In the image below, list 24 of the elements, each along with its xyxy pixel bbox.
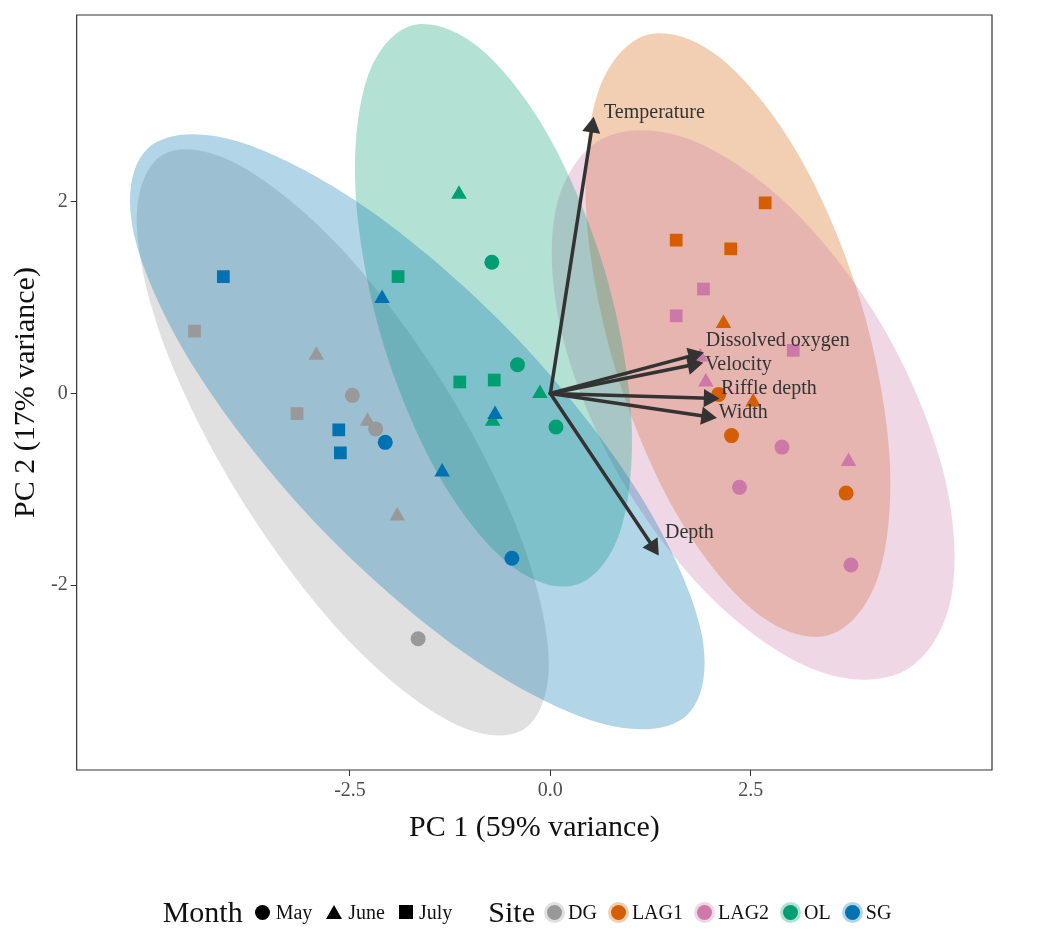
series-label: Temperature xyxy=(604,100,705,124)
y-tick-label: 0 xyxy=(57,380,68,403)
y-tick-label: 2 xyxy=(57,189,68,212)
x-tick-label: 0.0 xyxy=(537,778,563,801)
legend-label: LAG1 xyxy=(631,900,683,924)
series-label: Dissolved oxygen xyxy=(705,328,850,352)
series-label: Riffle depth xyxy=(721,376,817,400)
series-label: Width xyxy=(718,400,768,423)
text: Month xyxy=(162,895,243,929)
legend-label: DG xyxy=(568,900,597,924)
text: May xyxy=(275,900,313,924)
series-label: Depth xyxy=(664,520,714,544)
legend-label: LAG2 xyxy=(718,900,770,924)
x-axis-title: PC 1 (59% variance) xyxy=(408,808,660,843)
x-tick-label: 2.5 xyxy=(738,778,764,801)
legend-label: OL xyxy=(804,900,831,924)
y-axis-title: PC 2 (17% variance) xyxy=(6,267,41,518)
legend-label: SG xyxy=(865,900,892,924)
x-tick-label: -2.5 xyxy=(334,778,366,801)
legend-title: Site xyxy=(488,895,535,929)
series-label: Velocity xyxy=(705,352,772,376)
y-tick-label: -2 xyxy=(50,572,68,595)
text: July xyxy=(418,900,453,924)
text: June xyxy=(348,900,385,924)
